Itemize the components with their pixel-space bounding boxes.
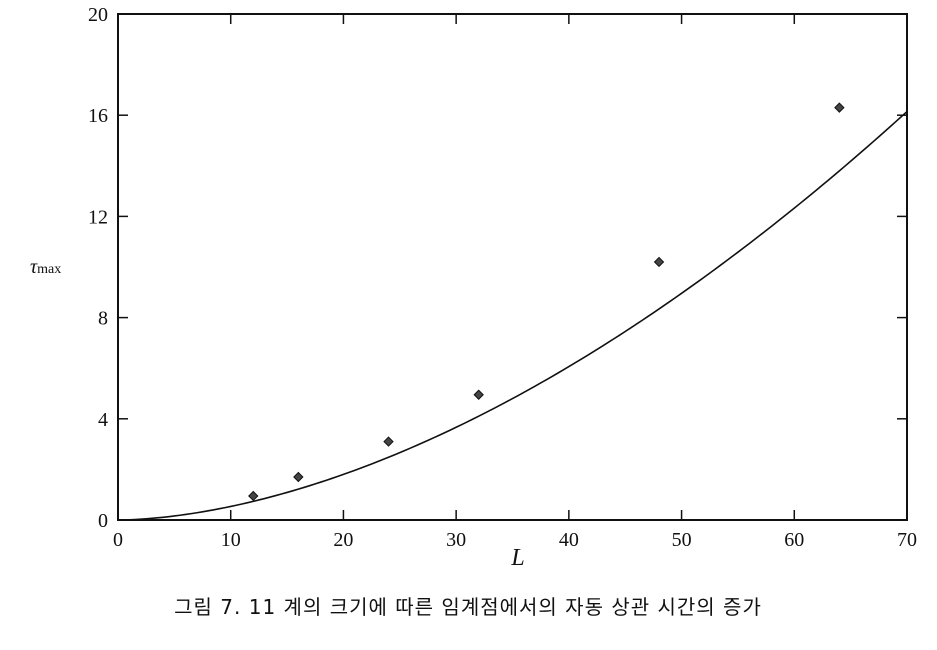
x-tick-label: 60 — [784, 529, 804, 551]
ticks-layer: 0 10 20 30 40 50 60 70 0 4 8 12 16 20 — [88, 4, 917, 551]
data-point — [248, 490, 259, 502]
x-tick-label: 70 — [897, 529, 917, 551]
x-tick-label: 50 — [672, 529, 692, 551]
y-axis-label: τmax — [30, 256, 61, 278]
x-axis-label: L — [510, 545, 524, 571]
y-tick-label: 8 — [98, 308, 108, 330]
x-tick-label: 20 — [333, 529, 353, 551]
plot-frame — [117, 13, 908, 521]
points-layer — [248, 102, 845, 502]
y-tick-label: 12 — [88, 206, 108, 228]
y-tick-label: 16 — [88, 105, 108, 127]
figure-caption: 그림 7. 11 계의 크기에 따른 임계점에서의 자동 상관 시간의 증가 — [174, 595, 762, 619]
fit-curve — [117, 110, 908, 521]
y-tick-label: 0 — [98, 510, 108, 532]
x-tick-label: 0 — [113, 529, 123, 551]
data-point — [653, 256, 665, 268]
y-axis-label-sub: max — [37, 262, 61, 277]
x-tick-label: 30 — [446, 529, 466, 551]
y-tick-label: 4 — [98, 409, 108, 431]
x-tick-label: 40 — [559, 529, 579, 551]
y-tick-label: 20 — [88, 4, 108, 26]
y-axis-label-main: τ — [30, 256, 38, 278]
x-tick-label: 10 — [221, 529, 241, 551]
data-point — [383, 436, 394, 447]
data-point — [834, 102, 845, 113]
data-point — [293, 471, 304, 483]
data-point — [473, 389, 484, 400]
